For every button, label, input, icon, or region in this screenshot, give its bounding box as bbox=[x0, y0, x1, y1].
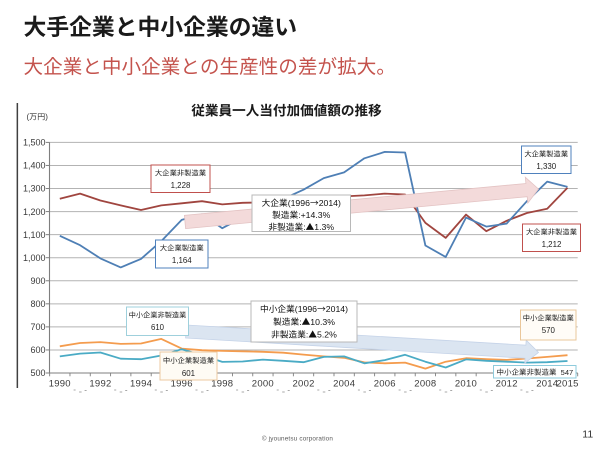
svg-text:1992: 1992 bbox=[89, 378, 111, 389]
svg-text::: : bbox=[303, 222, 305, 232]
svg-text:570: 570 bbox=[542, 326, 556, 335]
svg-text:1,500: 1,500 bbox=[23, 138, 46, 148]
svg-text:2004: 2004 bbox=[333, 378, 355, 389]
svg-text::+14.3%: :+14.3% bbox=[298, 210, 330, 220]
svg-text:2012: 2012 bbox=[496, 378, 518, 389]
svg-text:1,000: 1,000 bbox=[23, 253, 46, 263]
svg-text:2015: 2015 bbox=[557, 378, 579, 389]
svg-text::: : bbox=[299, 317, 301, 327]
svg-text:1998: 1998 bbox=[211, 378, 233, 389]
svg-text:700: 700 bbox=[31, 322, 46, 332]
svg-text::: : bbox=[306, 330, 308, 340]
svg-text:2014): 2014) bbox=[319, 198, 341, 208]
svg-text:1,212: 1,212 bbox=[542, 240, 562, 249]
svg-text:900: 900 bbox=[31, 276, 46, 286]
svg-text:1,300: 1,300 bbox=[23, 184, 46, 194]
svg-text:10.3%: 10.3% bbox=[310, 317, 335, 327]
svg-text:1,400: 1,400 bbox=[23, 161, 46, 171]
svg-text:500: 500 bbox=[31, 368, 46, 378]
svg-text:2014: 2014 bbox=[536, 378, 558, 389]
svg-text:): ) bbox=[45, 113, 48, 122]
svg-text:© jyounetsu corporation: © jyounetsu corporation bbox=[262, 435, 333, 443]
svg-text:11: 11 bbox=[582, 429, 593, 441]
svg-text:600: 600 bbox=[31, 345, 46, 355]
svg-text:2014): 2014) bbox=[326, 304, 348, 314]
svg-text:(: ( bbox=[27, 113, 30, 122]
svg-text:601: 601 bbox=[182, 369, 195, 378]
svg-text:1.3%: 1.3% bbox=[314, 222, 334, 232]
svg-text:547: 547 bbox=[557, 368, 574, 377]
svg-text:(1996: (1996 bbox=[288, 198, 310, 208]
svg-text:(1996: (1996 bbox=[295, 304, 317, 314]
svg-text:1,200: 1,200 bbox=[23, 207, 46, 217]
svg-text:1994: 1994 bbox=[130, 378, 152, 389]
svg-text:2006: 2006 bbox=[374, 378, 396, 389]
svg-text:2008: 2008 bbox=[414, 378, 436, 389]
svg-text:1,330: 1,330 bbox=[536, 162, 556, 171]
svg-text:1990: 1990 bbox=[49, 378, 71, 389]
svg-text:610: 610 bbox=[151, 323, 165, 332]
svg-text:1,228: 1,228 bbox=[171, 181, 191, 190]
svg-text:800: 800 bbox=[31, 299, 46, 309]
svg-text:2000: 2000 bbox=[252, 378, 274, 389]
svg-text:5.2%: 5.2% bbox=[317, 330, 337, 340]
svg-text:2010: 2010 bbox=[455, 378, 477, 389]
svg-text:1,164: 1,164 bbox=[172, 256, 192, 265]
svg-text:1,100: 1,100 bbox=[23, 230, 46, 240]
svg-text:1996: 1996 bbox=[171, 378, 193, 389]
svg-text:2002: 2002 bbox=[293, 378, 315, 389]
